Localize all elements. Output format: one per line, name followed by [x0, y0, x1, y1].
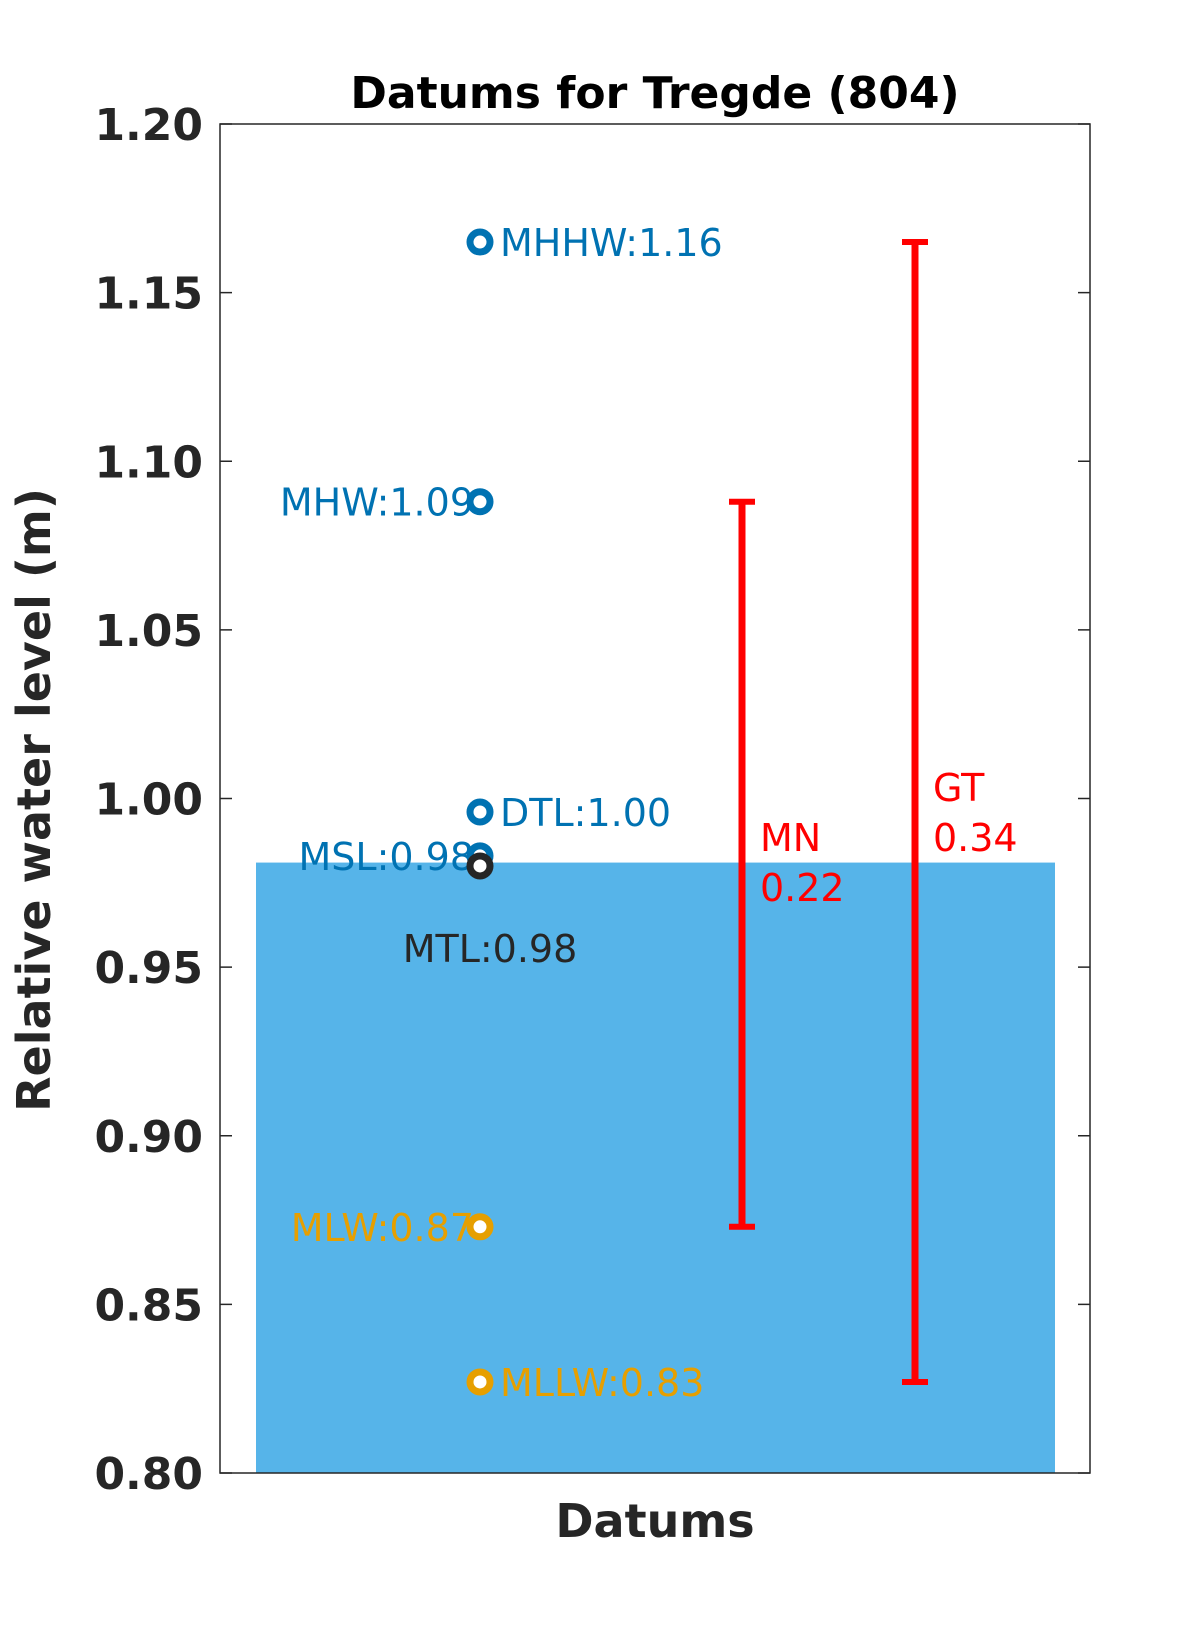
datum-mtl: MTL:0.98 [403, 852, 578, 971]
y-axis-label: Relative water level (m) [7, 488, 61, 1112]
datum-marker [466, 798, 494, 826]
datum-mlw: MLW:0.87 [291, 1206, 494, 1250]
datum-marker [466, 852, 494, 880]
datum-marker [466, 228, 494, 256]
datum-mllw: MLLW:0.83 [466, 1361, 704, 1405]
datum-label: MLLW:0.83 [500, 1361, 704, 1405]
datum-label: DTL:1.00 [500, 791, 671, 835]
x-axis-label: Datums [555, 1494, 754, 1548]
datum-label: MLW:0.87 [291, 1206, 474, 1250]
datum-mhhw: MHHW:1.16 [466, 221, 723, 265]
datum-marker [466, 1213, 494, 1241]
datum-label: MTL:0.98 [403, 927, 578, 971]
y-tick-label: 0.85 [94, 1280, 203, 1331]
datum-label: MHW:1.09 [280, 481, 474, 525]
datum-dtl: DTL:1.00 [466, 791, 671, 835]
range-mn: MN 0.22 [729, 498, 845, 1230]
level-bar [256, 862, 1055, 1473]
range-gt: GT 0.34 [902, 239, 1018, 1385]
y-tick-label: 0.95 [94, 943, 203, 994]
range-label-value: 0.22 [760, 866, 845, 910]
ranges-layer: MN 0.22 GT 0.34 [729, 239, 1018, 1385]
y-tick-label: 0.80 [94, 1449, 203, 1500]
datum-msl: MSL:0.98 [299, 835, 494, 879]
range-label-name: MN [760, 816, 821, 860]
datum-marker [466, 488, 494, 516]
points-layer: MHHW:1.16 MHW:1.09 DTL:1.00 MSL:0.98 MTL:0.9… [280, 221, 723, 1405]
y-tick-label: 1.00 [94, 775, 203, 826]
datum-marker [466, 1368, 494, 1396]
range-label-name: GT [933, 766, 985, 810]
y-tick-label: 1.15 [94, 269, 203, 320]
range-label-value: 0.34 [933, 816, 1018, 860]
datum-mhw: MHW:1.09 [280, 481, 494, 525]
y-tick-label: 0.90 [94, 1112, 203, 1163]
y-tick-label: 1.05 [94, 606, 203, 657]
bar-layer [256, 862, 1055, 1473]
y-tick-label: 1.20 [94, 100, 203, 151]
datum-label: MHHW:1.16 [500, 221, 723, 265]
range-label-gt: GT 0.34 [933, 766, 1018, 860]
datum-label: MSL:0.98 [299, 835, 475, 879]
chart-title: Datums for Tregde (804) [350, 68, 959, 119]
range-label-mn: MN 0.22 [760, 816, 845, 910]
axes-layer: 0.80 0.85 0.90 0.95 1.00 1.05 1.10 1.15 1.20 [94, 100, 1091, 1500]
y-tick-label: 1.10 [94, 437, 203, 488]
